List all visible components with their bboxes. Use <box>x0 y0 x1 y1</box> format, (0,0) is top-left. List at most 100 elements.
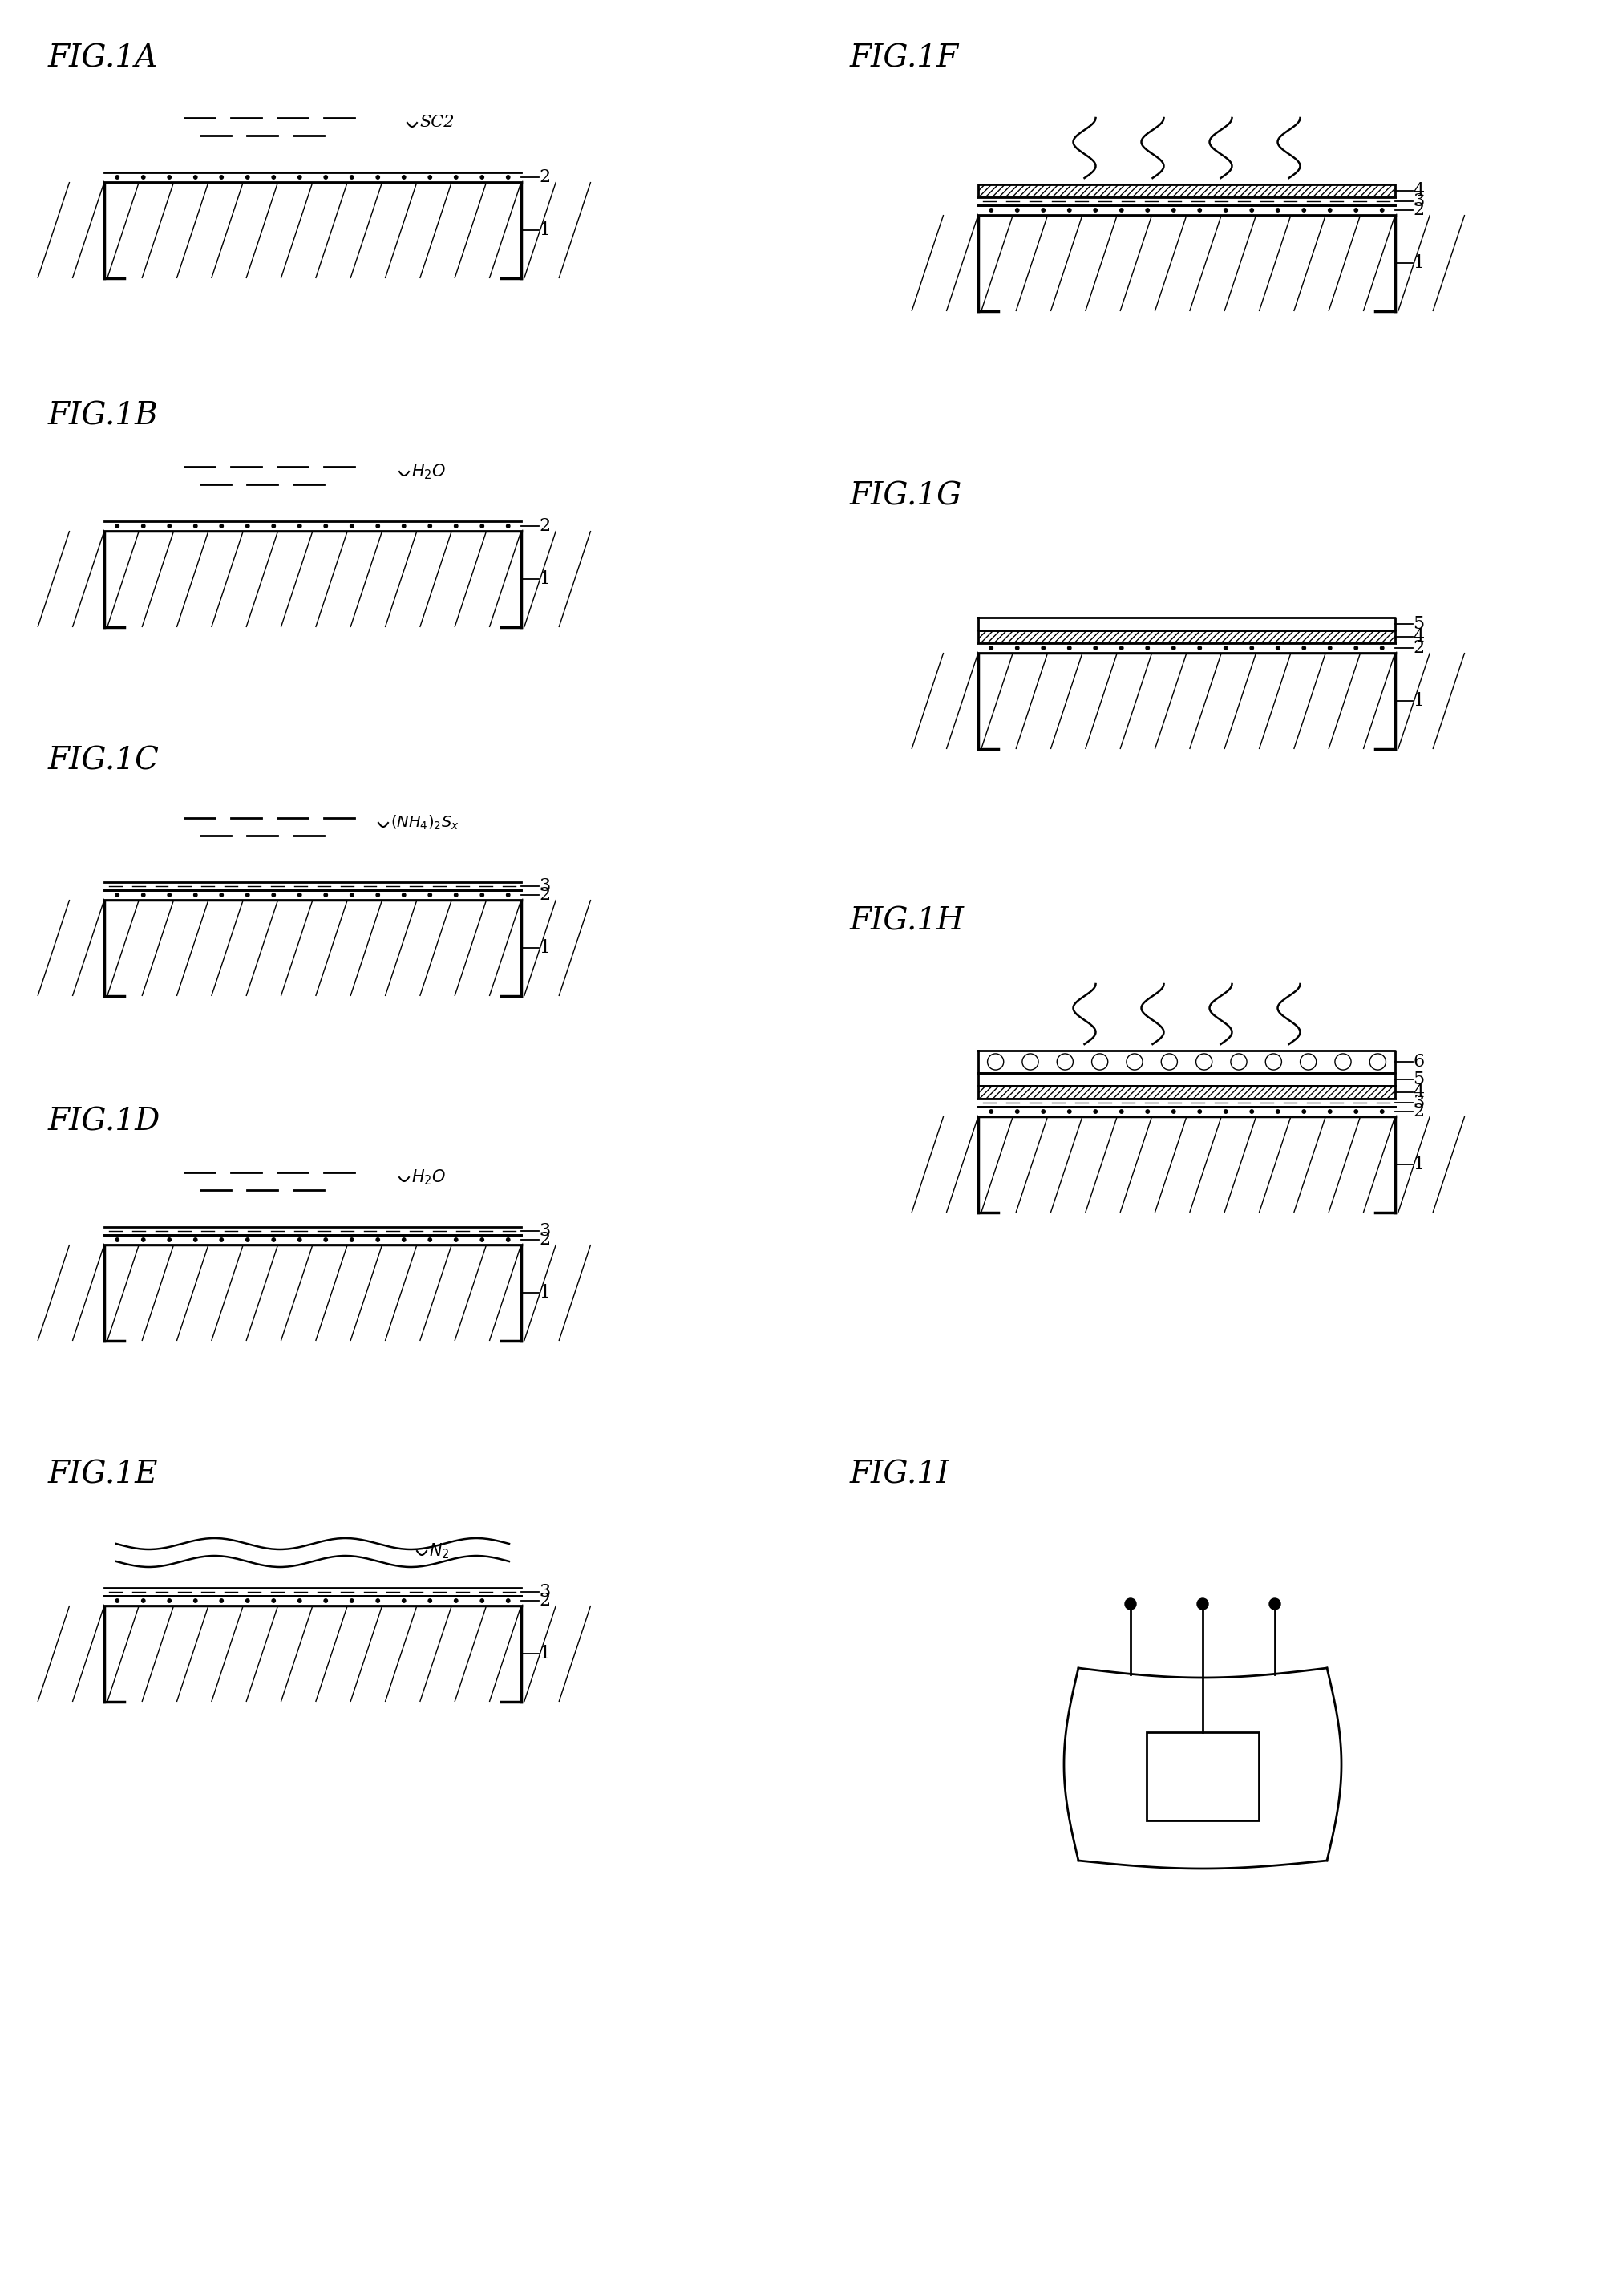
Circle shape <box>429 1598 432 1603</box>
Text: 1: 1 <box>1413 1155 1425 1173</box>
Text: 1: 1 <box>1413 255 1425 271</box>
Circle shape <box>167 523 172 528</box>
Circle shape <box>1094 1109 1097 1114</box>
Text: 6: 6 <box>1413 1054 1425 1070</box>
Circle shape <box>297 1598 302 1603</box>
Circle shape <box>1380 209 1384 211</box>
Circle shape <box>194 174 198 179</box>
Text: 2: 2 <box>538 517 551 535</box>
Circle shape <box>1249 209 1254 211</box>
Polygon shape <box>978 1072 1396 1086</box>
Circle shape <box>1119 1109 1123 1114</box>
Circle shape <box>1145 209 1150 211</box>
Polygon shape <box>978 216 1396 312</box>
Text: FIG.1D: FIG.1D <box>48 1107 161 1137</box>
Polygon shape <box>978 652 1396 748</box>
Polygon shape <box>978 204 1396 216</box>
Circle shape <box>402 1238 406 1242</box>
Text: 1: 1 <box>538 1283 551 1302</box>
Text: 5: 5 <box>1413 615 1425 634</box>
Circle shape <box>1224 1109 1227 1114</box>
Circle shape <box>506 1598 509 1603</box>
Circle shape <box>246 174 249 179</box>
Circle shape <box>1328 209 1331 211</box>
Circle shape <box>506 893 509 898</box>
Circle shape <box>402 893 406 898</box>
Polygon shape <box>104 1589 522 1596</box>
Polygon shape <box>104 882 522 891</box>
Polygon shape <box>978 1052 1396 1072</box>
Circle shape <box>480 893 483 898</box>
Circle shape <box>297 523 302 528</box>
Text: 3: 3 <box>538 1221 551 1240</box>
Circle shape <box>350 1598 353 1603</box>
Circle shape <box>1196 1598 1208 1609</box>
Circle shape <box>1145 645 1150 650</box>
Text: 2: 2 <box>1413 202 1425 218</box>
Circle shape <box>1335 1054 1351 1070</box>
Circle shape <box>141 523 145 528</box>
Circle shape <box>194 893 198 898</box>
Circle shape <box>429 523 432 528</box>
Circle shape <box>1172 209 1176 211</box>
Circle shape <box>1249 1109 1254 1114</box>
Circle shape <box>1145 1109 1150 1114</box>
Circle shape <box>1092 1054 1108 1070</box>
Circle shape <box>376 523 379 528</box>
Text: $(NH_4)_2S_x$: $(NH_4)_2S_x$ <box>390 813 459 831</box>
Circle shape <box>1196 1054 1213 1070</box>
Circle shape <box>324 893 328 898</box>
Circle shape <box>1302 645 1306 650</box>
Circle shape <box>1224 209 1227 211</box>
Circle shape <box>1068 645 1071 650</box>
Circle shape <box>506 174 509 179</box>
Text: FIG.1A: FIG.1A <box>48 44 157 73</box>
Circle shape <box>402 523 406 528</box>
Circle shape <box>1172 1109 1176 1114</box>
Circle shape <box>324 174 328 179</box>
Bar <box>978 1086 1396 1100</box>
Circle shape <box>297 1238 302 1242</box>
Text: 3: 3 <box>538 1582 551 1600</box>
Circle shape <box>246 1598 249 1603</box>
Circle shape <box>1328 1109 1331 1114</box>
Circle shape <box>429 1238 432 1242</box>
Circle shape <box>167 1238 172 1242</box>
Circle shape <box>271 1598 275 1603</box>
Circle shape <box>1198 1109 1201 1114</box>
Text: 4: 4 <box>1413 181 1425 200</box>
Text: 2: 2 <box>1413 638 1425 657</box>
Polygon shape <box>978 1100 1396 1107</box>
Polygon shape <box>104 1596 522 1605</box>
Polygon shape <box>978 643 1396 652</box>
Circle shape <box>141 1238 145 1242</box>
Circle shape <box>1380 645 1384 650</box>
Circle shape <box>506 1238 509 1242</box>
Circle shape <box>246 893 249 898</box>
Circle shape <box>1119 209 1123 211</box>
Text: FIG.1H: FIG.1H <box>850 907 965 937</box>
Circle shape <box>1015 1109 1020 1114</box>
Circle shape <box>220 1238 223 1242</box>
Circle shape <box>220 523 223 528</box>
Circle shape <box>1301 1054 1317 1070</box>
Circle shape <box>1224 645 1227 650</box>
Circle shape <box>1302 209 1306 211</box>
Text: FIG.1C: FIG.1C <box>48 746 159 776</box>
Circle shape <box>297 174 302 179</box>
Circle shape <box>246 1238 249 1242</box>
Text: $H_2O$: $H_2O$ <box>411 1169 446 1187</box>
Circle shape <box>1126 1054 1142 1070</box>
Circle shape <box>350 893 353 898</box>
Circle shape <box>350 174 353 179</box>
Circle shape <box>1172 645 1176 650</box>
Circle shape <box>1161 1054 1177 1070</box>
Polygon shape <box>104 172 522 181</box>
Circle shape <box>1042 209 1046 211</box>
Text: 3: 3 <box>1413 193 1425 211</box>
Circle shape <box>988 1054 1004 1070</box>
Circle shape <box>1277 645 1280 650</box>
Circle shape <box>297 893 302 898</box>
Text: 4: 4 <box>1413 627 1425 645</box>
Circle shape <box>1380 1109 1384 1114</box>
